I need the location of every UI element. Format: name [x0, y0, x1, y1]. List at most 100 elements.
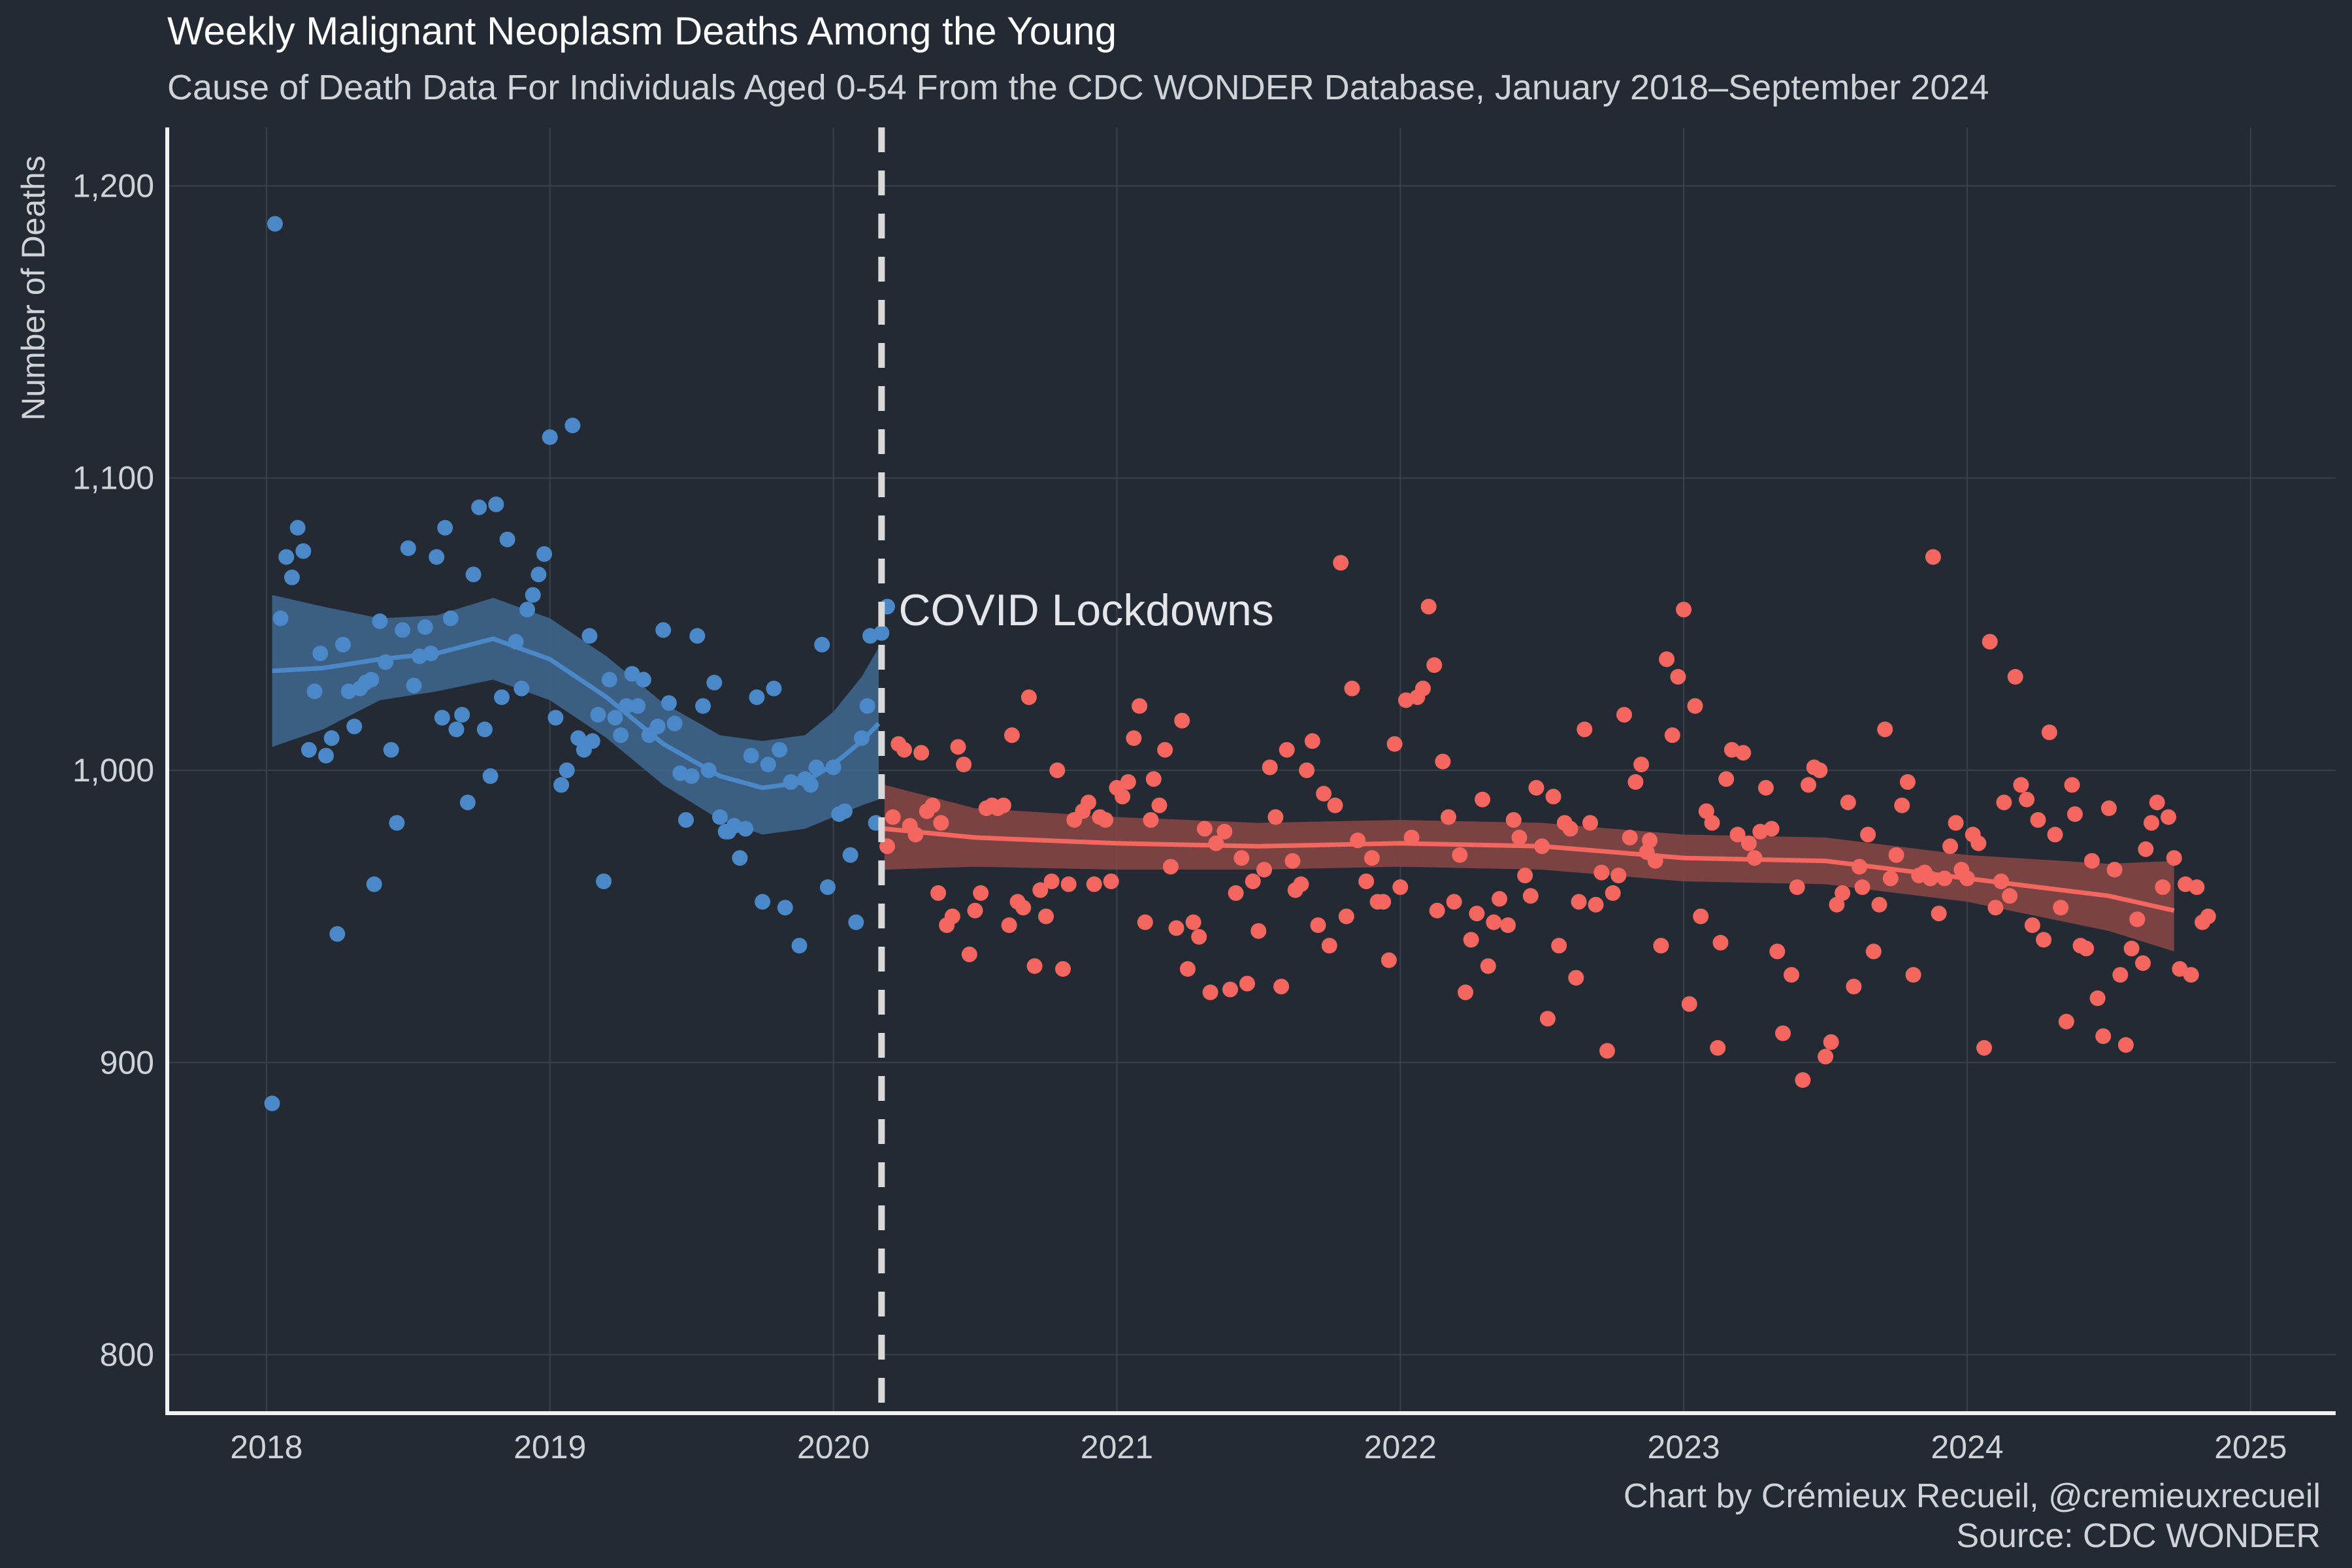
post-lockdown-point: [879, 838, 895, 855]
covid-lockdowns-annotation: COVID Lockdowns: [898, 585, 1273, 635]
post-lockdown-point: [1145, 771, 1162, 787]
tick-labels: 2018 2019 2020 2021 2022 2023 2024 2025 800 900 1,…: [73, 167, 2287, 1465]
post-lockdown-point: [2058, 1013, 2074, 1030]
post-lockdown-point: [1698, 803, 1714, 819]
post-lockdown-point: [2149, 794, 2165, 811]
post-lockdown-point: [1435, 753, 1451, 770]
post-lockdown-point: [1375, 894, 1392, 910]
post-lockdown-point: [1202, 984, 1218, 1000]
post-lockdown-point: [1222, 981, 1238, 998]
post-lockdown-point: [1775, 1025, 1791, 1041]
pre-lockdown-point: [318, 747, 334, 764]
post-lockdown-point: [1380, 952, 1397, 968]
post-lockdown-point: [2078, 940, 2095, 956]
pre-lockdown-point: [417, 619, 433, 635]
post-lockdown-point: [2155, 879, 2171, 895]
post-lockdown-point: [1304, 733, 1320, 749]
post-lockdown-point: [2135, 955, 2151, 972]
post-lockdown-point: [2030, 812, 2046, 828]
post-lockdown-point: [1729, 826, 1746, 843]
post-lockdown-point: [1021, 689, 1037, 706]
pre-lockdown-point: [267, 216, 283, 232]
pre-lockdown-point: [289, 519, 306, 536]
post-lockdown-point: [1157, 742, 1173, 758]
post-lockdown-point: [1610, 868, 1627, 883]
post-lockdown-point: [1392, 879, 1409, 895]
x-tick-label: 2023: [1648, 1429, 1720, 1465]
post-lockdown-point: [1840, 794, 1856, 811]
post-lockdown-point: [956, 757, 972, 773]
pre-lockdown-point: [284, 569, 300, 585]
post-lockdown-point: [1179, 961, 1196, 977]
pre-lockdown-point: [323, 730, 340, 746]
post-lockdown-point: [1976, 1039, 1992, 1056]
pre-lockdown-point: [772, 742, 788, 758]
post-lockdown-point: [1931, 906, 1947, 922]
post-lockdown-point: [1653, 938, 1669, 954]
post-lockdown-trend-line: [884, 826, 2175, 913]
post-lockdown-point: [944, 908, 960, 924]
post-lockdown-point: [1582, 815, 1598, 831]
post-lockdown-point: [1877, 721, 1893, 738]
post-lockdown-point: [1593, 864, 1610, 881]
post-lockdown-point: [1710, 1039, 1726, 1056]
post-lockdown-point: [1627, 774, 1644, 790]
pre-lockdown-point: [570, 730, 587, 746]
post-lockdown-point: [1420, 598, 1437, 615]
pre-lockdown-point: [601, 672, 617, 688]
post-lockdown-point: [1386, 736, 1403, 752]
pre-lockdown-point: [649, 718, 666, 734]
post-lockdown-point: [1239, 975, 1255, 992]
post-lockdown-point: [1168, 920, 1184, 936]
post-lockdown-point: [1925, 549, 1941, 565]
post-lockdown-point: [1151, 797, 1168, 813]
post-lockdown-point: [1185, 914, 1201, 930]
pre-lockdown-point: [689, 628, 706, 644]
post-lockdown-point: [1829, 896, 1845, 913]
pre-lockdown-point: [488, 497, 504, 512]
pre-lockdown-point: [564, 417, 581, 434]
pre-lockdown-point: [499, 531, 515, 547]
pre-lockdown-point: [732, 850, 748, 866]
post-lockdown-point: [1143, 812, 1159, 828]
post-lockdown-point: [1441, 809, 1456, 825]
post-lockdown-point: [1426, 657, 1443, 673]
x-tick-label: 2024: [1931, 1429, 2003, 1465]
post-lockdown-point: [1801, 777, 1816, 793]
post-lockdown-point: [1942, 838, 1958, 855]
chart-subtitle: Cause of Death Data For Individuals Aged…: [167, 68, 1989, 107]
post-lockdown-point: [2166, 850, 2182, 866]
post-lockdown-point: [1511, 829, 1527, 845]
y-tick-label: 1,100: [73, 460, 154, 497]
post-lockdown-point: [1605, 885, 1621, 901]
pre-lockdown-point: [584, 733, 600, 749]
post-lockdown-point: [1321, 938, 1337, 954]
post-lockdown-point: [950, 739, 966, 755]
pre-lockdown-point: [848, 914, 864, 930]
pre-lockdown-point: [581, 628, 598, 644]
pre-lockdown-point: [874, 625, 890, 641]
x-tick-label: 2019: [514, 1429, 586, 1465]
pre-lockdown-point: [383, 742, 399, 758]
pre-lockdown-point: [519, 602, 535, 617]
post-lockdown-point: [1004, 727, 1020, 743]
post-lockdown-point: [1846, 979, 1862, 994]
post-lockdown-point: [1256, 862, 1272, 878]
pre-lockdown-point: [448, 721, 465, 738]
pre-lockdown-point: [666, 715, 683, 732]
pre-lockdown-point: [655, 622, 672, 638]
post-lockdown-point: [1344, 680, 1360, 696]
pre-lockdown-point: [264, 1095, 280, 1111]
post-lockdown-point: [1860, 826, 1876, 843]
y-tick-label: 1,000: [73, 752, 154, 789]
post-lockdown-point: [1871, 896, 1887, 913]
post-lockdown-point: [1452, 847, 1468, 863]
post-lockdown-point: [2106, 862, 2123, 878]
post-lockdown-point: [1446, 894, 1462, 910]
post-lockdown-point: [2013, 777, 2029, 793]
post-lockdown-point: [1812, 762, 1828, 778]
post-lockdown-point: [2161, 809, 2176, 825]
post-lockdown-point: [1267, 809, 1284, 825]
post-lockdown-point: [1681, 996, 1697, 1012]
pre-lockdown-point: [760, 757, 776, 773]
